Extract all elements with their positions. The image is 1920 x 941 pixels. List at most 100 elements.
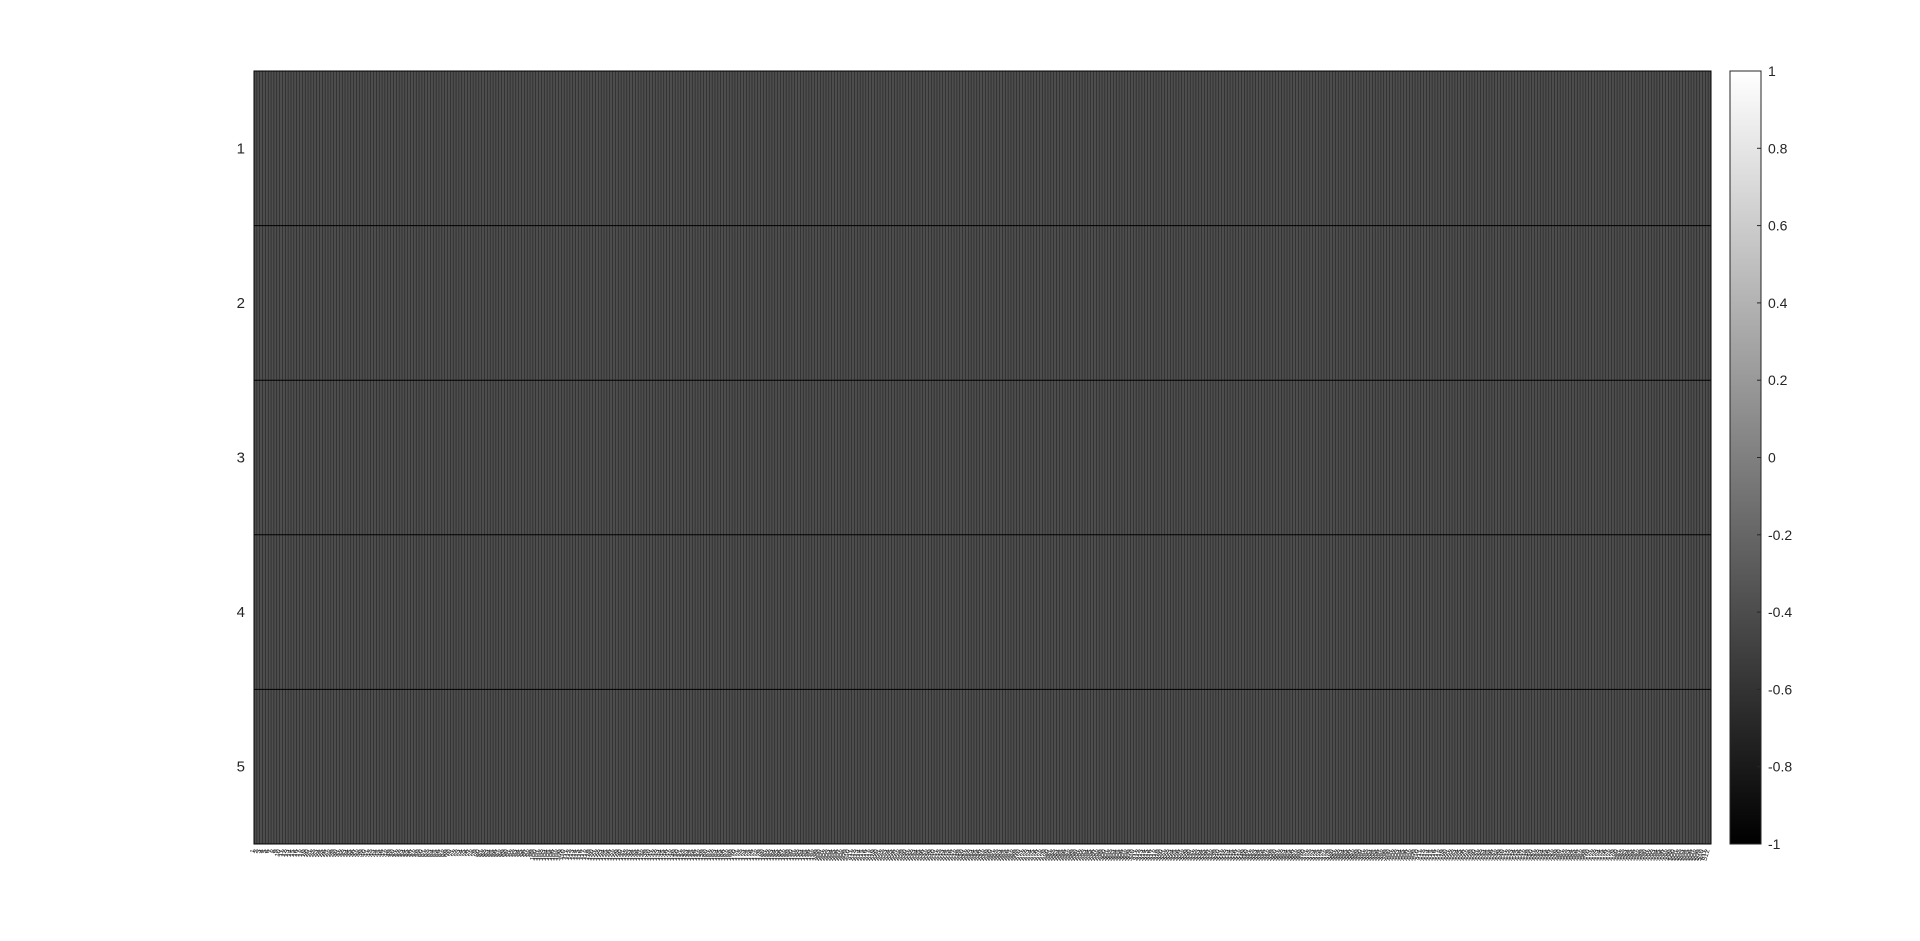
x-tick-label: 89 — [499, 849, 508, 858]
x-tick-label: 91 — [505, 849, 514, 858]
x-tick-label: 276 — [1030, 849, 1040, 862]
x-tick-label: 352 — [1246, 849, 1256, 862]
x-tick-label: 270 — [1013, 849, 1023, 862]
x-tick-label: 157 — [691, 849, 701, 862]
x-tick-label: 122 — [592, 849, 602, 862]
x-tick-label: 58 — [411, 849, 420, 858]
x-tick-label: 318 — [1150, 849, 1160, 862]
x-tick-label: 191 — [788, 849, 798, 862]
x-tick-label: 355 — [1255, 849, 1265, 862]
x-tick-label: 394 — [1366, 849, 1376, 862]
x-tick-label: 475 — [1596, 849, 1606, 862]
x-tick-label: 312 — [1133, 849, 1143, 862]
x-tick-label: 216 — [859, 849, 869, 862]
x-tick-label: 328 — [1178, 849, 1188, 862]
x-tick-label: 250 — [956, 849, 966, 862]
x-tick-label: 17 — [294, 849, 303, 858]
x-tick-label: 262 — [990, 849, 1000, 862]
x-tick-label: 421 — [1443, 849, 1453, 862]
plot-frame — [253, 70, 1712, 845]
x-tick-label: 246 — [945, 849, 955, 862]
x-tick-label: 136 — [632, 849, 642, 862]
x-tick-label: 489 — [1636, 849, 1646, 862]
y-tick-label: 2 — [237, 295, 245, 312]
x-tick-label: 387 — [1346, 849, 1356, 862]
x-tick-label: 509 — [1693, 849, 1703, 862]
x-tick-label: 391 — [1357, 849, 1367, 862]
x-tick-label: 234 — [911, 849, 921, 862]
x-tick-label: 363 — [1278, 849, 1288, 862]
x-tick-label: 396 — [1372, 849, 1382, 862]
x-tick-label: 10 — [274, 849, 283, 858]
x-tick-label: 251 — [959, 849, 969, 862]
x-tick-label: 331 — [1187, 849, 1197, 862]
x-tick-label: 337 — [1204, 849, 1214, 862]
x-tick-label: 466 — [1571, 849, 1581, 862]
x-tick-label: 288 — [1064, 849, 1074, 862]
x-tick-label: 81 — [476, 849, 485, 858]
x-tick-label: 241 — [931, 849, 941, 862]
x-tick-label: 106 — [546, 849, 556, 862]
x-tick-label: 119 — [583, 849, 593, 862]
x-tick-label: 244 — [939, 849, 949, 862]
x-tick-label: 11 — [277, 849, 286, 858]
x-tick-label: 131 — [618, 849, 628, 862]
x-tick-label: 248 — [950, 849, 960, 862]
x-tick-label: 347 — [1232, 849, 1242, 862]
x-tick-label: 319 — [1153, 849, 1163, 862]
x-tick-label: 442 — [1503, 849, 1513, 862]
x-tick-label: 19 — [300, 849, 309, 858]
x-tick-label: 271 — [1016, 849, 1026, 862]
x-tick-label: 367 — [1289, 849, 1299, 862]
x-tick-label: 18 — [297, 849, 306, 858]
x-tick-label: 253 — [965, 849, 975, 862]
x-tick-label: 120 — [586, 849, 596, 862]
x-tick-label: 258 — [979, 849, 989, 862]
x-tick-label: 317 — [1147, 849, 1157, 862]
x-tick-label: 55 — [402, 849, 411, 858]
x-tick-label: 415 — [1426, 849, 1436, 862]
x-tick-label: 232 — [905, 849, 915, 862]
x-tick-label: 316 — [1144, 849, 1154, 862]
x-tick-label: 48 — [382, 849, 391, 858]
x-tick-label: 310 — [1127, 849, 1137, 862]
x-tick-label: 341 — [1215, 849, 1225, 862]
x-tick-label: 117 — [578, 849, 588, 862]
x-tick-label: 214 — [854, 849, 864, 862]
x-tick-label: 137 — [635, 849, 645, 862]
x-tick-label: 56 — [405, 849, 414, 858]
x-tick-label: 40 — [360, 849, 369, 858]
x-tick-label: 463 — [1562, 849, 1572, 862]
x-tick-label: 33 — [340, 849, 349, 858]
x-tick-label: 321 — [1158, 849, 1168, 862]
x-tick-label: 215 — [857, 849, 867, 862]
x-tick-label: 345 — [1226, 849, 1236, 862]
x-tick-label: 68 — [439, 849, 448, 858]
x-tick-label: 272 — [1019, 849, 1029, 862]
x-tick-label: 257 — [976, 849, 986, 862]
x-tick-label: 487 — [1631, 849, 1641, 862]
x-tick-label: 78 — [468, 849, 477, 858]
colorbar-tick-label: -0.8 — [1768, 759, 1792, 775]
x-tick-label: 25 — [317, 849, 326, 858]
x-tick-label: 57 — [408, 849, 417, 858]
x-tick-label: 14 — [286, 849, 295, 858]
x-tick-label: 36 — [348, 849, 357, 858]
x-tick-label: 73 — [453, 849, 462, 858]
x-tick-label: 326 — [1172, 849, 1182, 862]
x-tick-label: 492 — [1645, 849, 1655, 862]
x-tick-label: 212 — [848, 849, 858, 862]
x-tick-label: 332 — [1189, 849, 1199, 862]
x-tick-label: 306 — [1116, 849, 1126, 862]
x-tick-label: 364 — [1281, 849, 1291, 862]
x-tick-label: 127 — [606, 849, 616, 862]
x-tick-label: 12 — [280, 849, 289, 858]
x-tick-label: 31 — [334, 849, 343, 858]
x-tick-label: 488 — [1633, 849, 1643, 862]
x-tick-label: 209 — [839, 849, 849, 862]
x-tick-label: 15 — [288, 849, 297, 858]
x-tick-label: 339 — [1209, 849, 1219, 862]
x-tick-label: 221 — [874, 849, 884, 862]
x-tick-label: 362 — [1275, 849, 1285, 862]
x-tick-label: 9 — [272, 849, 280, 855]
